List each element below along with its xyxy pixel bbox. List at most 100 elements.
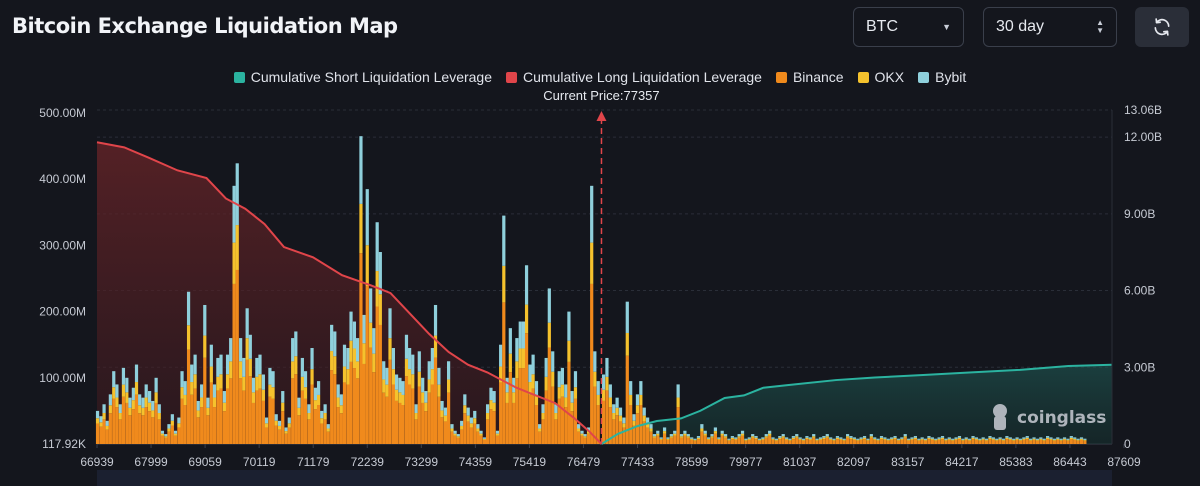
bar-okx — [1001, 439, 1006, 441]
bar-binance — [659, 439, 663, 444]
bar-okx — [596, 394, 600, 406]
bar-bybit — [944, 438, 948, 440]
bar-binance — [538, 431, 542, 444]
bar-binance — [235, 269, 239, 444]
bar-bybit — [385, 367, 389, 385]
bar-okx — [995, 439, 999, 441]
bar-bybit — [447, 361, 451, 380]
bar-okx — [300, 376, 304, 391]
bar-binance — [300, 390, 304, 444]
bar-okx — [99, 422, 103, 427]
bar-binance — [720, 435, 724, 444]
bar-bybit — [323, 404, 327, 414]
bar-binance — [615, 415, 619, 444]
asset-select[interactable]: BTC ▼ — [853, 7, 964, 47]
x-axis: 66939 67999 69059 70119 71179 72239 73299 74359… — [80, 444, 1141, 486]
bar-binance — [216, 390, 220, 444]
bar-bybit — [646, 417, 650, 424]
bar-okx — [669, 436, 673, 438]
bar-bybit — [1062, 437, 1067, 439]
bar-binance — [1032, 439, 1036, 444]
bar-bybit — [567, 311, 571, 341]
bar-binance — [391, 384, 395, 444]
bar-binance — [427, 392, 431, 444]
bar-okx — [196, 410, 200, 418]
bar-okx — [534, 394, 539, 406]
bar-bybit — [212, 384, 217, 398]
refresh-button[interactable] — [1135, 7, 1189, 47]
bar-okx — [447, 379, 451, 393]
bar-okx — [297, 407, 301, 416]
bar-bybit — [700, 424, 704, 429]
legend-label-long: Cumulative Long Liquidation Leverage — [523, 69, 762, 85]
bar-okx — [352, 348, 357, 369]
legend-item-short[interactable]: Cumulative Short Liquidation Leverage — [233, 69, 492, 85]
bar-okx — [394, 389, 399, 401]
bar-bybit — [303, 371, 308, 388]
bar-bybit — [1032, 437, 1036, 439]
bar-binance — [995, 440, 999, 444]
bar-binance — [1079, 439, 1084, 444]
bar-binance — [693, 440, 697, 444]
bar-bybit — [456, 434, 460, 437]
bar-bybit — [443, 407, 448, 416]
bar-bybit — [538, 424, 542, 429]
bar-bybit — [1059, 438, 1063, 440]
bar-okx — [1025, 437, 1029, 440]
bar-bybit — [330, 324, 334, 352]
bar-bybit — [788, 438, 792, 440]
bar-okx — [268, 384, 272, 397]
x-axis-tick: 73299 — [405, 455, 439, 469]
bar-binance — [544, 390, 548, 444]
legend-item-bybit[interactable]: Bybit — [918, 69, 966, 85]
bar-bybit — [601, 374, 606, 390]
legend-item-long[interactable]: Cumulative Long Liquidation Leverage — [506, 69, 762, 85]
bar-binance — [835, 439, 840, 444]
legend-item-okx[interactable]: OKX — [857, 69, 904, 85]
bar-okx — [424, 402, 428, 412]
bar-okx — [808, 438, 812, 440]
bar-binance — [388, 359, 392, 444]
bar-binance — [1039, 439, 1043, 444]
bar-okx — [443, 415, 448, 422]
bar-okx — [369, 322, 373, 348]
time-range-select[interactable]: 30 day ▲ ▼ — [983, 7, 1117, 47]
bar-okx — [583, 436, 587, 438]
bar-okx — [573, 387, 578, 399]
bar-okx — [849, 437, 853, 440]
bar-bybit — [479, 430, 483, 434]
bar-binance — [734, 439, 738, 444]
bar-bybit — [846, 434, 850, 437]
bar-okx — [625, 332, 629, 356]
bar-okx — [349, 340, 353, 362]
bar-okx — [307, 413, 311, 420]
bar-okx — [957, 437, 962, 440]
bar-binance — [988, 439, 992, 444]
bar-bybit — [934, 438, 938, 440]
bar-okx — [216, 376, 220, 391]
bar-binance — [1025, 439, 1029, 444]
bar-binance — [411, 388, 415, 444]
legend-swatch-short — [233, 71, 245, 83]
legend-item-binance[interactable]: Binance — [775, 69, 844, 85]
bar-binance — [954, 439, 958, 444]
bar-binance — [352, 368, 357, 444]
bar-binance — [839, 439, 843, 444]
bar-binance — [778, 439, 782, 444]
right-axis-tick: 9.00B — [1124, 207, 1155, 221]
bar-okx — [206, 407, 210, 416]
bar-binance — [723, 437, 728, 444]
bar-bybit — [352, 321, 357, 349]
bar-okx — [646, 423, 650, 428]
bar-bybit — [112, 371, 116, 388]
bar-okx — [316, 394, 321, 406]
bar-okx — [798, 438, 802, 440]
bar-bybit — [216, 357, 220, 377]
bar-okx — [203, 335, 207, 358]
bar-bybit — [394, 374, 399, 390]
bar-bybit — [564, 384, 568, 398]
bar-okx — [339, 405, 343, 414]
bar-bybit — [554, 404, 558, 414]
bar-bybit — [673, 430, 677, 434]
